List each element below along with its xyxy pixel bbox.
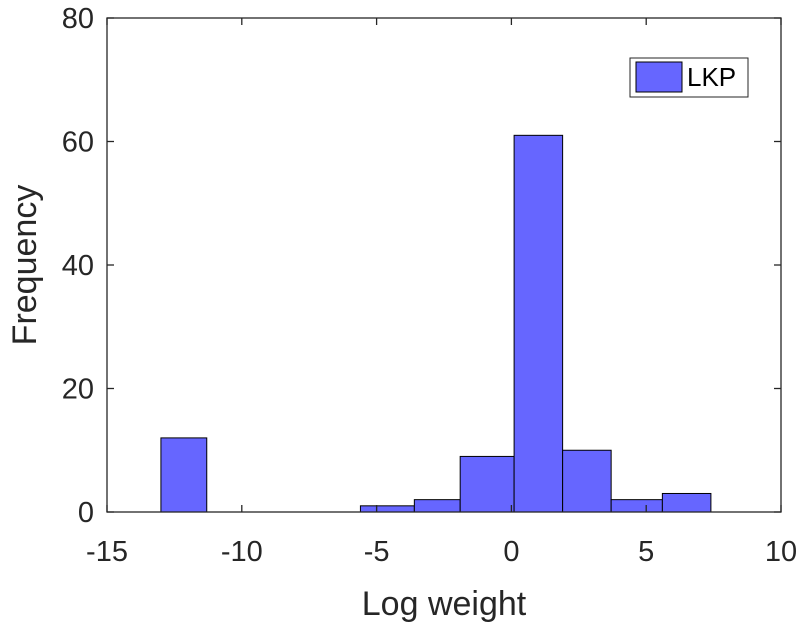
bars-group <box>160 134 712 513</box>
legend-swatch-lkp <box>635 61 683 93</box>
x-tick-label: -5 <box>364 536 390 568</box>
y-tick-label: 60 <box>62 127 94 159</box>
y-axis-title: Frequency <box>6 185 44 346</box>
x-tick-label: 0 <box>503 536 519 568</box>
y-tick-label: 40 <box>62 250 94 282</box>
ticks-group <box>106 17 782 513</box>
histogram-bar <box>359 505 378 513</box>
histogram-bar <box>160 437 208 513</box>
x-tick-label: 5 <box>638 536 654 568</box>
y-tick-label: 20 <box>62 374 94 406</box>
tick-labels-group: -15 -10 -5 0 5 10 0 20 40 60 80 <box>62 3 797 568</box>
legend: LKP <box>629 57 749 98</box>
x-axis-title: Log weight <box>362 585 527 623</box>
histogram-bar <box>661 492 712 513</box>
histogram-bar <box>413 499 461 513</box>
x-tick-label: -10 <box>221 536 263 568</box>
x-tick-label: 10 <box>765 536 797 568</box>
histogram-bar <box>562 449 612 513</box>
x-tick-label: -15 <box>86 536 128 568</box>
histogram-bar <box>459 455 515 513</box>
y-tick-label: 0 <box>78 497 94 529</box>
y-tick-label: 80 <box>62 3 94 35</box>
histogram-bar <box>513 134 564 513</box>
histogram-bar <box>610 499 663 513</box>
histogram-bar <box>376 505 415 513</box>
legend-label-lkp: LKP <box>687 62 736 92</box>
